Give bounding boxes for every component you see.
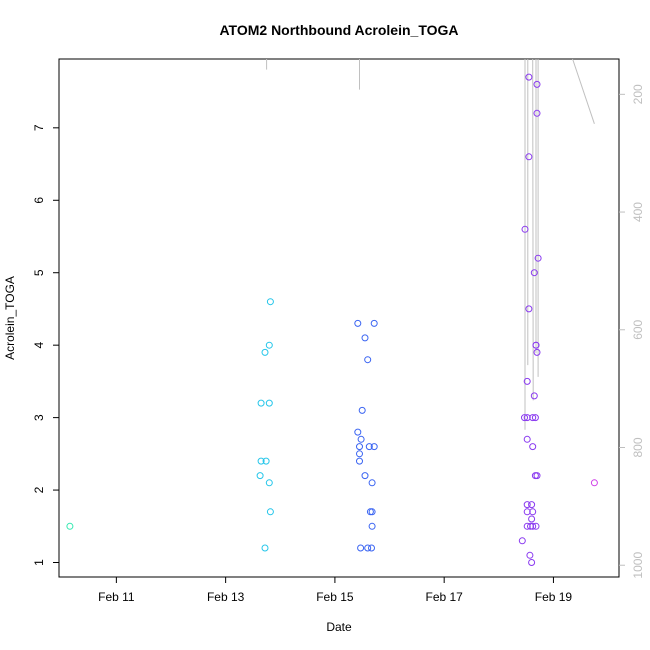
data-point	[354, 319, 362, 327]
data-points	[66, 73, 598, 566]
y2-tick-label: 800	[631, 437, 645, 457]
data-point	[368, 479, 376, 487]
data-point	[530, 269, 538, 277]
data-point	[528, 515, 536, 523]
data-point	[525, 73, 533, 81]
data-point	[356, 450, 363, 458]
y-tick-label: 7	[32, 124, 46, 131]
data-point	[526, 551, 534, 559]
data-point	[361, 334, 369, 342]
data-point	[521, 225, 529, 233]
data-point	[261, 348, 269, 356]
altitude-traces	[266, 58, 595, 430]
data-point	[368, 508, 376, 516]
data-point	[532, 522, 540, 530]
data-point	[257, 399, 265, 407]
y-tick-label: 3	[32, 414, 46, 421]
data-point	[370, 443, 378, 451]
data-point	[364, 544, 372, 552]
y-tick-label: 4	[32, 342, 46, 349]
y-tick-label: 6	[32, 197, 46, 204]
data-point	[266, 298, 274, 306]
data-point	[265, 341, 273, 349]
y2-axis: 200 400 600 800 1000	[619, 84, 645, 579]
altitude-trace	[532, 58, 534, 401]
data-point	[533, 109, 541, 117]
data-point	[261, 544, 269, 552]
x-tick-label: Feb 13	[207, 590, 245, 604]
data-point	[364, 356, 372, 364]
data-point	[266, 508, 274, 516]
data-point	[265, 399, 273, 407]
data-point	[521, 414, 528, 422]
data-point	[368, 522, 376, 530]
data-point	[358, 406, 366, 414]
y-tick-label: 2	[32, 486, 46, 493]
y2-tick-label: 600	[631, 319, 645, 339]
data-point	[529, 508, 537, 516]
data-point	[370, 319, 378, 327]
x-tick-label: Feb 15	[316, 590, 354, 604]
data-point	[529, 522, 537, 530]
data-point	[523, 377, 531, 385]
data-point	[354, 428, 362, 436]
data-point	[356, 457, 363, 465]
data-point	[534, 254, 542, 262]
data-point	[525, 153, 533, 161]
data-point	[265, 479, 273, 487]
y-axis-label: Acrolein_TOGA	[3, 276, 17, 360]
y2-tick-label: 1000	[631, 552, 645, 579]
data-point	[365, 443, 373, 451]
data-point	[368, 544, 375, 552]
data-point	[533, 348, 541, 356]
data-point	[356, 443, 363, 451]
y2-tick-label: 400	[631, 202, 645, 222]
data-point	[528, 559, 536, 566]
data-point	[525, 305, 533, 313]
y-tick-label: 1	[32, 559, 46, 566]
y-axis: 1 2 3 4 5 6 7	[32, 124, 59, 566]
data-point	[361, 472, 369, 480]
plot-frame	[58, 58, 620, 578]
data-point	[523, 435, 531, 443]
data-point	[256, 472, 264, 480]
data-point	[531, 414, 539, 422]
data-point	[533, 80, 541, 88]
data-point	[262, 457, 270, 465]
y-tick-label: 5	[32, 269, 46, 276]
x-axis-label: Date	[326, 620, 352, 634]
data-point	[533, 472, 541, 480]
x-tick-label: Feb 19	[535, 590, 573, 604]
data-point	[357, 435, 365, 443]
data-point	[257, 457, 265, 465]
data-point	[66, 522, 74, 530]
data-point	[357, 544, 365, 552]
altitude-trace	[572, 58, 595, 124]
x-tick-label: Feb 17	[425, 590, 463, 604]
chart-title: ATOM2 Northbound Acrolein_TOGA	[219, 22, 458, 38]
data-point	[518, 537, 526, 545]
data-point	[590, 479, 598, 487]
data-point	[529, 443, 537, 451]
data-point	[530, 392, 538, 400]
data-point	[529, 414, 537, 422]
x-axis: Feb 11 Feb 13 Feb 15 Feb 17 Feb 19	[98, 577, 572, 604]
data-point	[523, 501, 531, 509]
data-point	[532, 341, 540, 349]
x-tick-label: Feb 11	[98, 590, 135, 604]
data-point	[528, 501, 536, 509]
y2-tick-label: 200	[631, 84, 645, 104]
